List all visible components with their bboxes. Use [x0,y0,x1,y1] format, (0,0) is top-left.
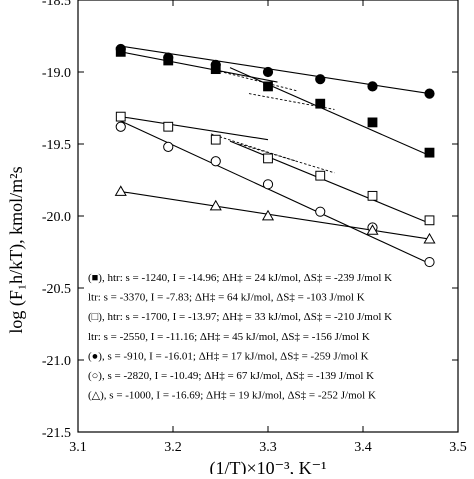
legend-entry: (□), htr: s = -1700, I = -13.97; ΔH‡ = 3… [88,311,392,323]
fit-line [120,116,269,141]
fit-line [120,45,430,95]
data-point-filled-circle [210,59,221,70]
data-point-filled-circle [367,81,378,92]
data-point-open-circle [424,256,435,268]
data-point-open-circle [163,141,174,152]
y-tick-label: -18.5 [42,0,71,9]
data-point-filled-circle [262,66,274,78]
data-point-open-circle [115,121,126,132]
data-point-open-square [210,134,221,145]
data-point-open-square [424,215,435,226]
x-axis-title: (1/T)×10⁻³, K⁻¹ [210,458,327,474]
legend-entry: ltr: s = -3370, I = -7.83; ΔH‡ = 64 kJ/m… [88,292,365,304]
data-point-filled-square [315,98,326,109]
fit-line-dashed [210,68,297,92]
data-point-open-circle [210,156,221,167]
legend-entry: (△), s = -1000, I = -16.69; ΔH‡ = 19 kJ/… [88,390,376,402]
legend-entry: ltr: s = -2550, I = -11.16; ΔH‡ = 45 kJ/… [88,331,370,343]
x-tick-label: 3.1 [69,440,87,455]
legend-entry: (■), htr: s = -1240, I = -14.96; ΔH‡ = 2… [88,272,392,284]
y-tick-label: -20.5 [42,282,71,297]
data-point-filled-square [263,81,273,92]
fit-lines [120,45,430,265]
data-point-open-triangle [366,224,379,235]
data-point-filled-circle [115,43,126,55]
data-point-open-triangle [261,209,275,221]
legend-entry: (○), s = -2820, I = -10.49; ΔH‡ = 67 kJ/… [88,370,374,382]
x-tick-label: 3.3 [259,440,277,455]
y-tick-label: -21.0 [42,354,71,369]
data-point-filled-circle [163,52,174,63]
data-point-open-circle [262,179,274,190]
data-point-filled-circle [424,88,435,99]
data-point-open-square [163,121,174,132]
y-tick-label: -21.5 [42,426,71,441]
data-point-open-square [367,190,378,201]
y-tick-label: -19.5 [42,138,71,153]
y-tick-label: -19.0 [42,66,71,81]
data-point-open-triangle [423,232,436,244]
data-point-open-triangle [114,185,127,196]
data-point-open-square [115,111,126,122]
data-point-filled-circle [315,74,326,85]
fit-line-dashed [210,133,297,162]
fit-line [229,140,430,224]
fit-line [229,67,430,157]
x-tick-label: 3.2 [164,440,182,455]
fit-line-dashed [239,143,335,174]
data-point-filled-square [424,147,435,158]
y-tick-label: -20.0 [42,210,71,225]
data-point-filled-square [367,117,378,128]
x-tick-label: 3.4 [354,440,372,455]
data-point-open-circle [315,206,326,217]
data-point-open-square [315,170,326,181]
data-point-open-square [263,153,273,164]
x-tick-label: 3.5 [449,440,467,455]
data-markers [114,43,436,268]
fit-line [120,190,430,240]
y-axis-title: log (F₁h/kT), kmol/m²s [6,166,27,333]
legend: (■), htr: s = -1240, I = -14.96; ΔH‡ = 2… [88,272,392,402]
data-point-open-triangle [209,199,222,211]
legend-entry: (●), s = -910, I = -16.01; ΔH‡ = 17 kJ/m… [88,350,369,362]
axis-ticks: 3.1 3.2 3.3 3.4 3.5 -18.5 -19.0 -19.5 -20.0 -20.5… [42,0,467,455]
